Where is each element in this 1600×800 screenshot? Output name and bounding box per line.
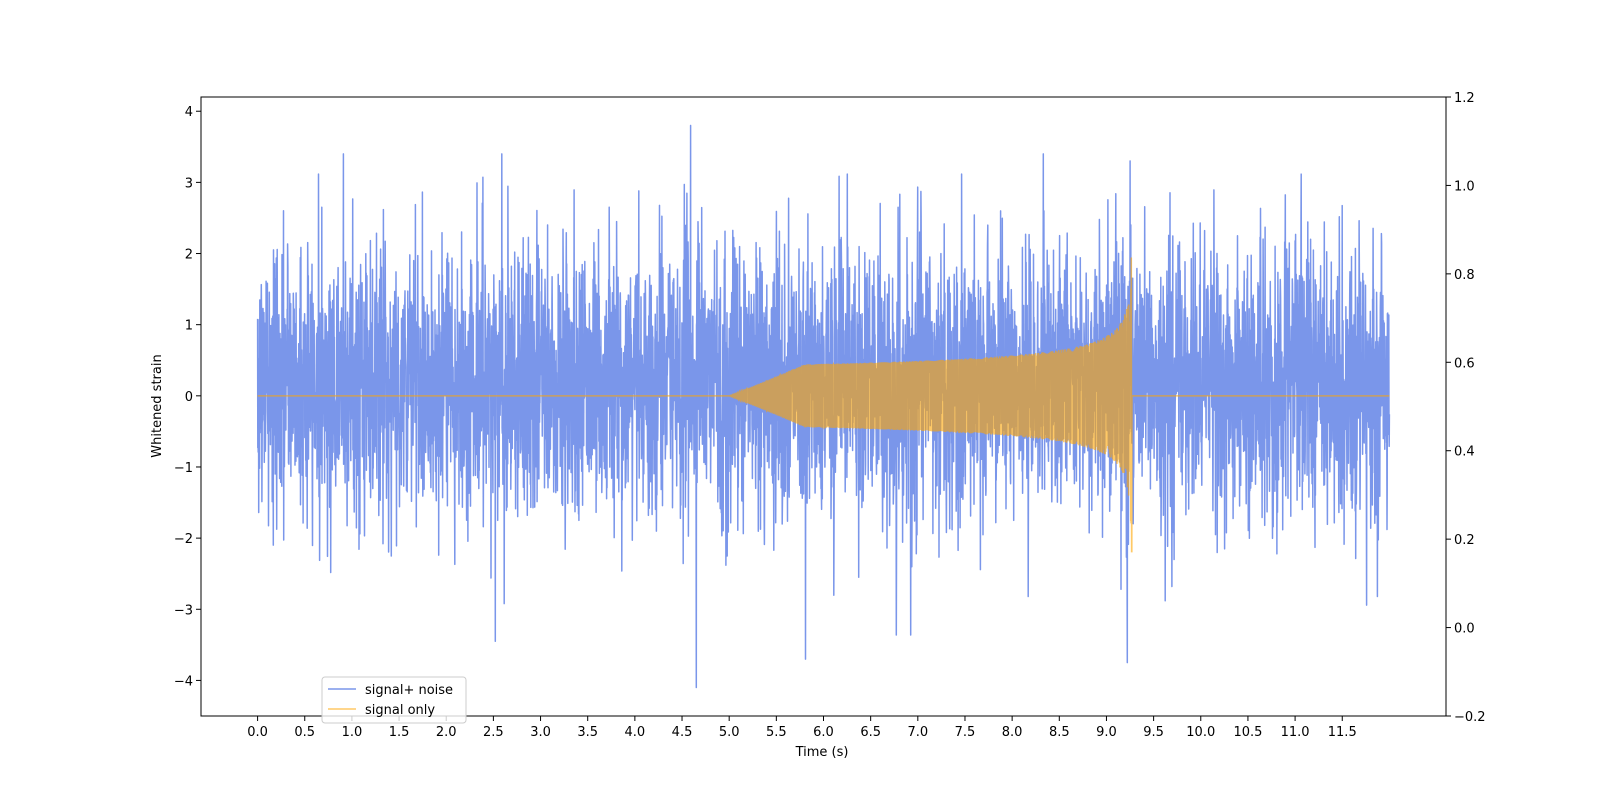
x-tick-label: 6.5 [860,725,881,740]
x-tick-label: 3.5 [577,725,598,740]
y-tick-label: 0 [185,390,193,405]
x-tick-label: 7.0 [907,725,928,740]
legend-label-signal-noise: signal+ noise [365,683,453,698]
y-tick-label: −4 [174,674,193,689]
y2-tick-label: 1.0 [1454,179,1475,194]
legend-label-signal-only: signal only [365,703,435,718]
plot-series [256,124,1391,689]
x-tick-label: 5.5 [766,725,787,740]
x-tick-label: 2.5 [483,725,504,740]
y2-tick-label: 0.6 [1454,356,1475,371]
x-tick-label: 8.5 [1049,725,1070,740]
y-tick-label: 4 [185,105,193,120]
x-tick-label: 10.5 [1233,725,1262,740]
series-signal-only-line [257,257,1390,553]
x-tick-label: 3.0 [530,725,551,740]
legend-box [321,676,467,724]
y-tick-label: −1 [174,461,193,476]
y-axis-title: Whitened strain [150,354,165,457]
x-tick-label: 9.5 [1143,725,1164,740]
x-tick-label: 6.0 [813,725,834,740]
x-axis-title: Time (s) [795,745,849,760]
x-tick-label: 4.5 [672,725,693,740]
x-tick-label: 2.0 [436,725,457,740]
y-axis-left: 4 3 2 1 0 −1 −2 −3 −4 [174,105,201,689]
y2-tick-label: 0.0 [1454,622,1475,637]
x-tick-label: 11.0 [1281,725,1310,740]
y2-tick-label: 1.2 [1454,91,1475,106]
y-tick-label: −3 [174,603,193,618]
legend: signal+ noise signal only [321,676,467,724]
y-tick-label: −2 [174,532,193,547]
y2-tick-label: 0.8 [1454,268,1475,283]
x-tick-label: 5.0 [719,725,740,740]
y-tick-label: 3 [185,176,193,191]
y2-tick-label: 0.2 [1454,533,1475,548]
x-tick-label: 0.0 [247,725,268,740]
x-tick-label: 10.0 [1186,725,1215,740]
x-tick-label: 7.5 [955,725,976,740]
x-tick-label: 1.0 [342,725,363,740]
y-axis-right: 1.2 1.0 0.8 0.6 0.4 0.2 0.0 −0.2 [1446,91,1486,725]
series-signal-noise-line [256,124,1391,689]
x-tick-label: 11.5 [1328,725,1357,740]
y2-tick-label: 0.4 [1454,445,1475,460]
y2-tick-label: −0.2 [1454,710,1486,725]
x-tick-label: 4.0 [625,725,646,740]
x-tick-label: 0.5 [294,725,315,740]
x-tick-label: 1.5 [389,725,410,740]
y-tick-label: 1 [185,319,193,334]
x-axis: 0.0 0.5 1.0 1.5 2.0 2.5 3.0 3.5 4.0 4.5 5.0 5.5 6.0 6… [247,716,1357,740]
y-tick-label: 2 [185,248,193,263]
x-tick-label: 8.0 [1002,725,1023,740]
x-tick-label: 9.0 [1096,725,1117,740]
